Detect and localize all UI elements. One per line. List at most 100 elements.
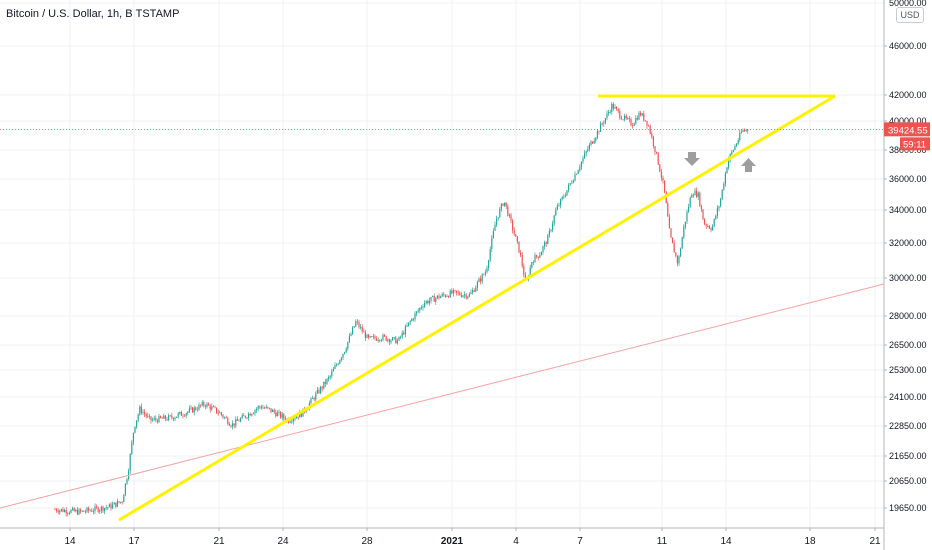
candle-body	[216, 407, 218, 413]
candle-body	[596, 131, 598, 138]
y-tick-label: 34000.00	[889, 205, 927, 215]
candle-body	[660, 171, 662, 178]
candle-body	[444, 295, 446, 297]
candle-body	[91, 510, 93, 512]
candle-body	[384, 335, 386, 337]
candle-body	[388, 339, 390, 343]
candle-body	[118, 501, 120, 503]
candle-body	[62, 509, 64, 512]
candle-body	[408, 322, 410, 326]
candle-body	[115, 502, 117, 507]
chart-title: Bitcoin / U.S. Dollar, 1h, BITSTAMP	[6, 8, 180, 20]
candle-body	[606, 113, 608, 119]
candle-body	[334, 365, 336, 369]
candle-body	[132, 432, 134, 443]
candle-body	[369, 336, 371, 338]
y-tick-label: 36000.00	[889, 174, 927, 184]
candle-body	[326, 378, 328, 384]
candle-body	[201, 402, 203, 406]
candle-body	[574, 174, 576, 181]
candle-body	[699, 192, 701, 207]
candle-body	[523, 266, 525, 275]
candle-body	[252, 413, 254, 415]
candle-body	[148, 415, 150, 417]
candle-body	[182, 415, 184, 417]
candle-body	[625, 115, 627, 119]
candle-body	[100, 506, 102, 511]
x-tick-label: 14	[720, 536, 732, 547]
candle-body	[380, 339, 382, 341]
x-tick-label: 7	[577, 536, 583, 547]
y-tick-label: 30000.00	[889, 273, 927, 283]
candle-body	[67, 513, 69, 514]
candle-body	[468, 294, 470, 297]
candle-body	[236, 419, 238, 421]
candle-body	[225, 417, 227, 419]
candle-body	[440, 296, 442, 299]
candle-body	[664, 180, 666, 192]
candle-body	[241, 415, 243, 419]
candle-body	[737, 140, 739, 144]
candle-body	[339, 360, 341, 364]
y-tick-label: 40000.00	[889, 116, 927, 126]
candle-body	[420, 307, 422, 309]
candle-body	[460, 295, 462, 297]
candle-body	[635, 117, 637, 124]
candle-body	[465, 294, 467, 298]
x-tick-label: 28	[361, 536, 373, 547]
candle-body	[204, 405, 206, 407]
candle-body	[424, 303, 426, 307]
candle-body	[72, 508, 74, 510]
candle-body	[184, 415, 186, 417]
candle-body	[395, 337, 397, 344]
candle-body	[473, 290, 475, 292]
candle-body	[340, 357, 342, 361]
currency-badge[interactable]: USD	[896, 7, 924, 23]
candle-body	[136, 420, 138, 427]
candle-body	[150, 416, 152, 421]
candle-body	[230, 425, 232, 427]
candle-body	[190, 407, 192, 409]
candle-body	[710, 228, 712, 231]
candle-body	[518, 241, 520, 253]
candle-body	[139, 406, 141, 415]
candle-body	[392, 337, 394, 341]
candle-body	[432, 296, 434, 298]
candle-body	[257, 406, 259, 409]
x-tick-label: 4	[513, 536, 519, 547]
x-tick-label: 21	[213, 536, 225, 547]
candle-body	[419, 307, 421, 311]
candle-body	[708, 226, 710, 229]
candle-body	[499, 208, 501, 218]
candle-body	[686, 211, 688, 222]
candle-body	[275, 412, 277, 417]
y-tick-label: 32000.00	[889, 238, 927, 248]
y-tick-label: 22850.00	[889, 421, 927, 431]
candle-body	[387, 339, 389, 341]
candle-body	[483, 274, 485, 276]
candle-body	[96, 506, 98, 508]
candle-body	[747, 129, 749, 131]
candle-body	[344, 352, 346, 354]
candle-body	[187, 411, 189, 414]
candle-body	[563, 196, 565, 198]
candle-body	[720, 199, 722, 207]
candle-body	[64, 510, 66, 512]
candle-body	[320, 386, 322, 394]
candle-body	[155, 418, 157, 420]
candle-body	[145, 414, 147, 417]
candle-body	[235, 419, 237, 426]
candle-body	[486, 268, 488, 273]
arrow-annotations	[684, 152, 756, 172]
x-tick-label: 11	[657, 536, 668, 547]
candle-body	[492, 230, 494, 238]
candle-body	[352, 327, 354, 335]
candle-body	[278, 411, 280, 413]
candle-body	[300, 411, 302, 417]
candle-body	[476, 282, 478, 288]
candle-body	[467, 296, 469, 298]
candle-body	[662, 177, 664, 181]
candle-body	[604, 118, 606, 123]
candle-body	[744, 130, 746, 131]
